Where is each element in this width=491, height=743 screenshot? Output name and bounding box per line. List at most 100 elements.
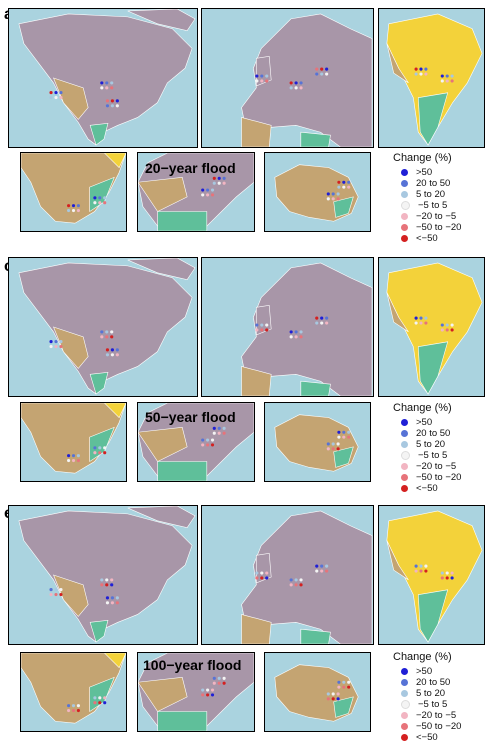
legend-label: −20 to −5: [416, 211, 457, 222]
land-area: [103, 403, 126, 419]
station-dot: [255, 79, 259, 83]
legend-swatch: [401, 169, 408, 176]
station-dot: [260, 576, 264, 580]
station-dot: [103, 446, 107, 450]
land-area: [300, 380, 331, 396]
station-dot: [326, 697, 330, 701]
station-dot: [326, 447, 330, 451]
station-dot: [217, 181, 221, 185]
land-area: [417, 589, 449, 643]
station-dot: [265, 571, 269, 575]
station-dot: [445, 571, 449, 575]
station-dot: [110, 578, 114, 582]
station-dot: [265, 576, 269, 580]
legend-label: <−50: [416, 483, 438, 494]
station-dot: [331, 192, 335, 196]
station-dot: [414, 316, 418, 320]
station-dot: [419, 564, 423, 568]
legend-swatch: [401, 668, 408, 675]
station-dot: [347, 435, 351, 439]
station-dot: [217, 426, 221, 430]
station-dot: [201, 193, 205, 197]
station-dot: [115, 601, 119, 605]
land-area: [300, 628, 331, 644]
station-dot: [105, 353, 110, 357]
station-dot: [419, 67, 423, 71]
flood-title-20yr: 20−year flood: [145, 160, 236, 176]
station-dot: [450, 576, 454, 580]
station-dot: [325, 67, 329, 71]
station-dot: [347, 680, 351, 684]
station-dot: [255, 328, 259, 332]
station-dot: [100, 330, 104, 334]
station-dot: [217, 681, 221, 685]
land-area: [386, 292, 409, 333]
station-dot: [326, 692, 330, 696]
station-dot: [212, 426, 216, 430]
legend-item: >50: [401, 167, 461, 178]
station-dot: [424, 321, 428, 325]
legend-title: Change (%): [393, 402, 452, 414]
station-dot: [59, 344, 63, 349]
station-dot: [294, 583, 298, 587]
station-dot: [342, 180, 346, 184]
station-dot: [54, 588, 58, 592]
legend-label: −50 to −20: [416, 222, 462, 233]
station-dot: [445, 576, 449, 580]
legend-items: >50 20 to 50 5 to 20 −5 to 5 −20 to −5 −50 to…: [393, 167, 461, 244]
legend-label: >50: [416, 417, 433, 428]
station-dot: [49, 344, 53, 349]
station-dot: [445, 323, 449, 327]
station-dot: [294, 86, 298, 90]
legend-item: −5 to 5: [401, 450, 461, 461]
station-dot: [414, 72, 418, 76]
station-dot: [98, 196, 102, 200]
station-dot: [98, 446, 102, 450]
legend-swatch: [401, 419, 408, 426]
legend-swatch: [401, 485, 408, 492]
station-dot: [320, 316, 324, 320]
station-dot: [103, 201, 107, 205]
land-area: [138, 177, 188, 212]
station-dot: [110, 601, 114, 605]
legend-label: −5 to 5: [418, 200, 448, 211]
station-dot: [98, 451, 102, 455]
station-dot: [440, 328, 444, 332]
land-area: [333, 196, 354, 218]
legend-swatch: [401, 723, 408, 730]
station-dot: [255, 576, 259, 580]
land-area: [241, 510, 373, 644]
station-dot: [206, 193, 210, 197]
station-dot: [265, 328, 269, 332]
legend-item: >50: [401, 417, 461, 428]
station-dot: [414, 569, 418, 573]
legend-title: Change (%): [393, 152, 452, 164]
station-dot: [49, 91, 53, 95]
station-dot: [337, 180, 341, 184]
land-area: [241, 366, 272, 396]
legend-swatch: [401, 224, 408, 231]
legend-item: −20 to −5: [401, 461, 461, 472]
legend-items: >50 20 to 50 5 to 20 −5 to 5 −20 to −5 −50 to…: [393, 666, 461, 743]
station-dot: [325, 316, 329, 320]
station-dot: [105, 348, 110, 352]
station-dot: [260, 74, 264, 78]
station-dot: [450, 328, 454, 332]
station-dot: [331, 697, 335, 701]
station-dot: [212, 676, 216, 680]
station-dot: [93, 451, 97, 455]
station-dot: [299, 81, 303, 85]
legend-item: 5 to 20: [401, 439, 461, 450]
map-southern-africa: [20, 152, 127, 232]
station-dot: [103, 696, 107, 700]
station-dot: [325, 569, 329, 573]
station-dot: [105, 583, 109, 587]
station-dot: [222, 426, 226, 430]
land-area: [127, 9, 196, 32]
station-dot: [54, 91, 58, 95]
legend-label: 5 to 20: [416, 189, 446, 200]
legend-item: −50 to −20: [401, 721, 461, 732]
station-dot: [326, 197, 330, 201]
legend-item: −20 to −5: [401, 710, 461, 721]
land-area: [417, 341, 449, 395]
